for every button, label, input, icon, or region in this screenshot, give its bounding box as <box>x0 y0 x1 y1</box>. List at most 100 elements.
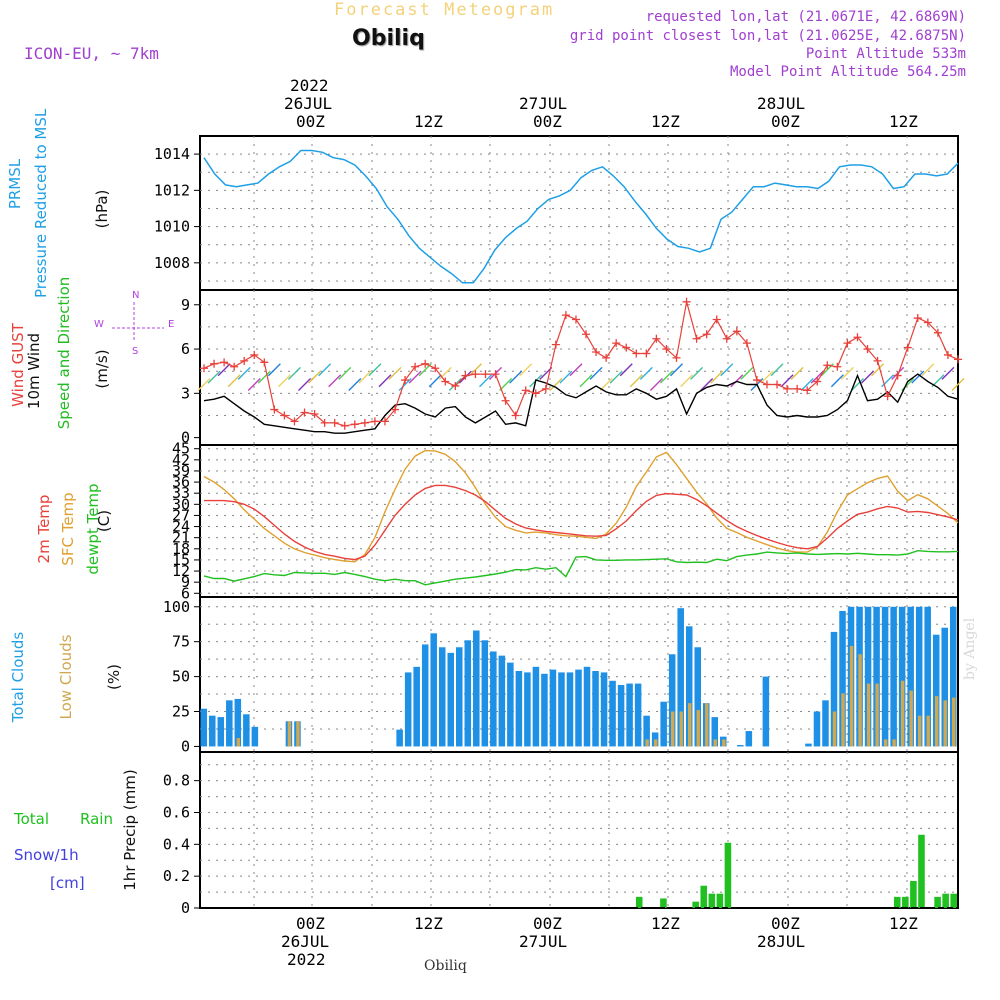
total-cloud-bar <box>524 672 531 747</box>
gust-point <box>571 315 580 324</box>
total-cloud-bar <box>209 715 216 747</box>
footer-location: Obiliq <box>424 958 467 974</box>
gust-point <box>481 370 490 379</box>
gust-point <box>561 311 570 320</box>
gust-point <box>883 392 892 401</box>
requested-coords: requested lon,lat (21.0671E, 42.6869N) <box>645 9 966 25</box>
ytick-temperature-11: 39 <box>172 462 190 480</box>
total-cloud-bar <box>660 701 667 747</box>
gust-point <box>501 396 510 405</box>
rain-bar <box>942 893 949 908</box>
low-cloud-bar <box>653 739 658 747</box>
wind-dir-arrow <box>629 374 643 388</box>
total-cloud-bar <box>490 651 497 747</box>
low-cloud-bar <box>670 711 675 747</box>
precip-rain-label: Rain <box>80 810 113 828</box>
rain-bar <box>700 885 708 908</box>
total-cloud-bar <box>932 634 940 747</box>
total-cloud-bar <box>805 743 812 747</box>
ytick-clouds-1: 25 <box>172 703 190 721</box>
low-cloud-bar <box>952 697 956 747</box>
low-cloud-bar <box>832 711 837 747</box>
wind-dir-arrow <box>257 370 271 384</box>
gust-point <box>250 350 259 359</box>
gust-point <box>762 380 771 389</box>
wind-dir-arrow <box>308 370 322 384</box>
ytick-precip-1: 0.2 <box>163 867 190 885</box>
bot-day2: 27JUL <box>519 932 568 951</box>
low-cloud-bar <box>917 715 922 747</box>
sfc-temp-line <box>203 449 959 563</box>
low-cloud-bar <box>866 683 871 747</box>
top-day1: 26JUL <box>284 94 333 113</box>
rain-bar <box>918 834 925 908</box>
low-cloud-bar <box>935 696 939 747</box>
ytick-clouds-0: 0 <box>181 737 190 755</box>
total-cloud-bar <box>447 652 455 747</box>
bot-t4: 12Z <box>651 914 680 933</box>
gust-point <box>893 371 902 380</box>
gust-point <box>300 408 309 417</box>
total-cloud-bar <box>949 606 957 747</box>
total-cloud-bar <box>839 610 846 747</box>
gust-line <box>203 301 959 427</box>
rain-bar <box>934 896 941 908</box>
gust-point <box>471 370 480 379</box>
total-cloud-bar <box>243 714 250 747</box>
ytick-pressure-2: 1012 <box>154 181 190 199</box>
wind-dir-arrow <box>951 377 965 391</box>
total-cloud-bar <box>404 672 412 747</box>
total-cloud-bar <box>234 698 242 747</box>
compass-s: S <box>132 346 139 357</box>
gust-point <box>682 297 691 306</box>
gust-point <box>421 359 430 368</box>
rain-bar <box>692 901 699 908</box>
total-cloud-bar <box>609 680 616 747</box>
total-cloud-bar <box>421 644 429 747</box>
compass-n: N <box>132 290 140 301</box>
gust-point <box>280 411 289 420</box>
wind-dir-arrow <box>700 377 714 391</box>
gust-point <box>290 417 299 426</box>
low-cloud-bar <box>909 690 913 747</box>
panel-frame-pressure <box>199 135 959 291</box>
ytick-temperature-7: 27 <box>172 506 190 524</box>
total-cloud-bar <box>566 672 574 747</box>
wind-dir-arrow <box>549 377 563 391</box>
total-cloud-bar <box>481 640 489 747</box>
low-cloud-bar <box>688 703 692 747</box>
gust-point <box>702 330 711 339</box>
bot-t6: 12Z <box>889 914 918 933</box>
gust-point <box>803 386 812 395</box>
total-cloud-bar <box>941 627 948 747</box>
top-t1: 00Z <box>296 112 325 131</box>
wind-dir-arrow <box>871 363 885 377</box>
snow-label: Snow/1h <box>14 846 79 864</box>
wind-dir-arrow <box>237 366 251 380</box>
compass-icon <box>112 302 164 340</box>
wind-dir-arrow <box>267 363 281 377</box>
wind-dir-arrow <box>428 374 442 388</box>
wind-dir-arrow <box>921 363 935 377</box>
panel-frame-precip <box>199 751 959 909</box>
ytick-temperature-2: 12 <box>172 562 190 580</box>
low-cloud-bar <box>696 710 700 747</box>
gust-point <box>833 362 842 371</box>
total-cloud-bar <box>737 745 744 747</box>
low-cloud-bar <box>883 739 888 747</box>
rain-bar <box>950 893 957 908</box>
wind-dir-arrow <box>649 377 663 391</box>
wind-dir-arrow <box>850 377 864 391</box>
gust-point <box>541 384 550 393</box>
wind-dir-arrow <box>378 374 392 388</box>
rain-bar <box>902 896 909 908</box>
wind-dir-arrow <box>478 374 492 388</box>
gust-point <box>903 343 912 352</box>
gust-point <box>913 314 922 323</box>
total-cloud-bar <box>217 717 225 747</box>
wind-dir-arrow <box>579 374 593 388</box>
dewpt-line <box>203 549 959 586</box>
gust-point <box>441 377 450 386</box>
gust-point <box>954 355 962 364</box>
ytick-temperature-8: 30 <box>172 495 190 513</box>
